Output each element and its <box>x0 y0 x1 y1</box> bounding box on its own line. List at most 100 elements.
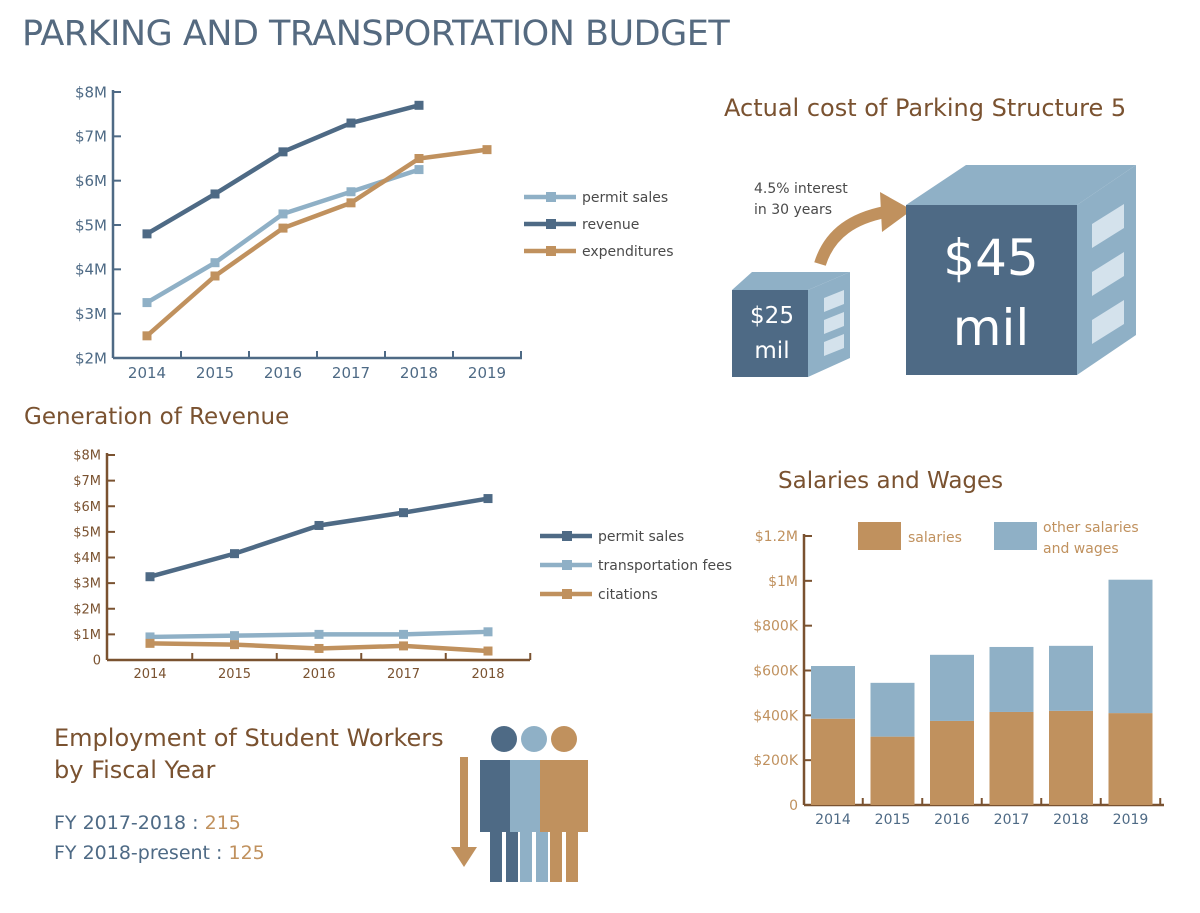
data-point <box>145 638 155 648</box>
legend-marker <box>546 192 556 202</box>
data-point <box>314 520 324 530</box>
data-point <box>278 209 288 219</box>
legend-swatch-other <box>994 522 1037 550</box>
legend-label: and wages <box>1043 541 1119 557</box>
y-tick-label: $6M <box>75 172 107 190</box>
legend-label: expenditures <box>582 244 674 260</box>
small-building-icon: $25 mil <box>732 272 850 377</box>
employment-row-2018: FY 2018-present : 125 <box>54 842 265 864</box>
y-tick-label: $800K <box>753 619 799 635</box>
y-tick-label: $7M <box>73 474 101 489</box>
y-tick-label: $1M <box>73 628 101 643</box>
data-point <box>278 223 288 233</box>
student-workers-graphic <box>451 726 588 882</box>
x-tick-label: 2014 <box>128 364 166 382</box>
employment-value: 125 <box>228 842 265 864</box>
small-amount: $25 <box>750 303 794 329</box>
data-point <box>399 508 408 518</box>
legend-marker <box>546 246 556 256</box>
salaries-bar-chart: 0 $200K $400K $600K $800K $1M $1.2M 2014 2015 201… <box>753 520 1164 828</box>
person-icon <box>540 726 588 882</box>
x-tick-label: 2016 <box>934 812 970 828</box>
x-tick-label: 2015 <box>218 667 251 682</box>
data-point <box>230 640 239 650</box>
legend-label: revenue <box>582 217 639 233</box>
employment-label: FY 2017-2018 : <box>54 812 205 834</box>
x-tick-label: 2018 <box>471 667 504 682</box>
legend-marker <box>562 531 572 541</box>
y-tick-label: $400K <box>753 708 799 724</box>
revenue-line-chart: 0 $1M $2M $3M $4M $5M $6M $7M $8M 2014 2015 2016 201… <box>73 449 732 682</box>
y-tick-label: 0 <box>93 654 101 669</box>
data-point <box>483 494 493 504</box>
small-unit: mil <box>754 338 789 364</box>
legend-label: permit sales <box>598 529 684 545</box>
employment-row-2017: FY 2017-2018 : 215 <box>54 812 241 834</box>
data-point <box>145 632 155 642</box>
big-unit: mil <box>953 299 1030 357</box>
data-point <box>314 643 324 653</box>
legend-label: salaries <box>908 530 962 546</box>
data-point <box>142 298 152 308</box>
y-tick-label: $4M <box>73 551 101 566</box>
data-point <box>142 331 152 341</box>
y-tick-label: $6M <box>73 500 101 515</box>
bar-other-salaries-and-wages <box>1108 579 1153 714</box>
legend-label: other salaries <box>1043 520 1139 536</box>
bar-salaries <box>811 718 855 805</box>
x-tick-label: 2016 <box>302 667 335 682</box>
data-point <box>230 631 239 641</box>
y-tick-label: $8M <box>75 83 107 101</box>
employment-value: 215 <box>204 812 241 834</box>
employment-title-line-1: Employment of Student Workers <box>54 724 444 752</box>
series-line-permit-sales <box>149 496 489 579</box>
y-tick-label: $2M <box>73 602 101 617</box>
bar-other-salaries-and-wages <box>811 666 855 719</box>
budget-line-chart: $2M $3M $4M $5M $6M $7M $8M 2014 2015 2016 2017 201… <box>75 83 674 382</box>
x-tick-label: 2015 <box>196 364 234 382</box>
bar-salaries <box>1108 713 1153 805</box>
x-tick-label: 2015 <box>875 812 911 828</box>
x-tick-label: 2014 <box>815 812 851 828</box>
x-tick-label: 2017 <box>332 364 370 382</box>
data-point <box>210 271 220 281</box>
y-tick-label: 0 <box>789 798 798 814</box>
y-tick-label: $5M <box>75 216 107 234</box>
y-tick-label: $600K <box>753 664 799 680</box>
data-point <box>483 646 493 656</box>
x-tick-label: 2018 <box>1053 812 1089 828</box>
data-point <box>483 627 493 637</box>
x-tick-label: 2017 <box>387 667 420 682</box>
x-tick-label: 2018 <box>400 364 438 382</box>
x-tick-label: 2019 <box>468 364 506 382</box>
data-point <box>399 629 408 639</box>
x-tick-label: 2016 <box>264 364 302 382</box>
bar-other-salaries-and-wages <box>870 682 915 737</box>
y-tick-label: $3M <box>75 305 107 323</box>
data-point <box>414 165 424 175</box>
data-point <box>230 549 239 559</box>
data-point <box>314 629 324 639</box>
legend-marker <box>546 219 556 229</box>
growth-arrow-icon: 4.5% interest in 30 years <box>754 181 912 267</box>
bar-salaries <box>989 711 1034 805</box>
legend-marker <box>562 589 572 599</box>
bar-salaries <box>930 720 974 805</box>
page-title: PARKING AND TRANSPORTATION BUDGET <box>22 14 730 54</box>
data-point <box>414 100 424 110</box>
x-tick-label: 2019 <box>1113 812 1149 828</box>
y-tick-label: $4M <box>75 261 107 279</box>
bar-other-salaries-and-wages <box>1049 645 1093 711</box>
data-point <box>210 189 220 199</box>
data-point <box>482 145 492 155</box>
legend-swatch-salaries <box>858 522 901 550</box>
employment-title-line-2: by Fiscal Year <box>54 756 216 784</box>
data-point <box>142 229 152 239</box>
big-amount: $45 <box>943 229 1038 287</box>
data-point <box>346 118 356 128</box>
down-arrow-icon <box>451 757 477 867</box>
series-line-expenditures <box>145 147 488 338</box>
bar-other-salaries-and-wages <box>989 646 1034 712</box>
data-point <box>399 641 408 651</box>
interest-line-1: 4.5% interest <box>754 181 848 197</box>
